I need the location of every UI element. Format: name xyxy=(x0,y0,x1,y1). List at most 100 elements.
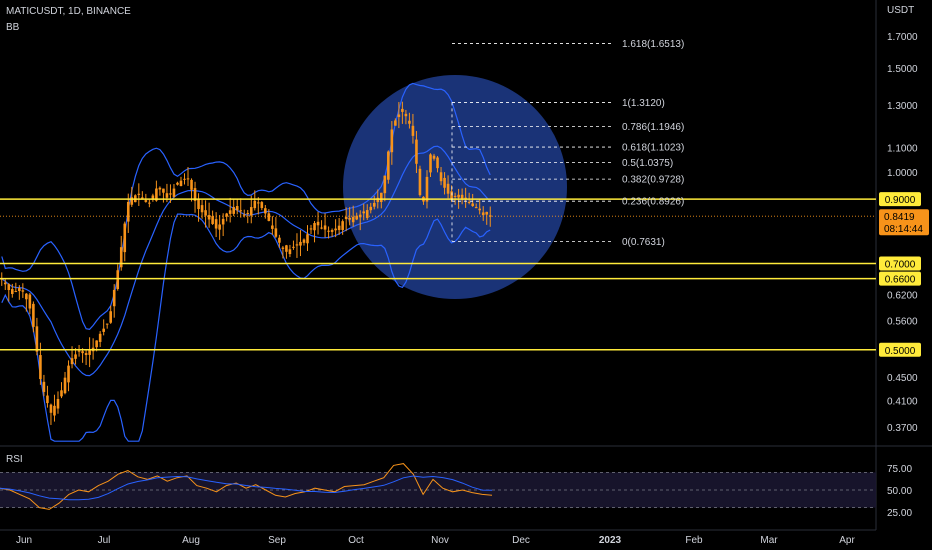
candle-body xyxy=(105,323,109,325)
candle-body xyxy=(474,207,478,209)
horizontal-level-label: 0.9000 xyxy=(885,195,916,206)
candle-body xyxy=(320,227,323,229)
rsi-label[interactable]: RSI xyxy=(6,454,23,465)
candle-body xyxy=(60,390,63,397)
candles xyxy=(0,101,492,425)
candle-body xyxy=(109,311,112,323)
candle-body xyxy=(394,120,397,126)
candle-body xyxy=(313,223,316,231)
candle-body xyxy=(387,151,390,180)
candle-body xyxy=(137,193,141,195)
candle-body xyxy=(443,177,446,188)
time-tick-label: Mar xyxy=(760,535,778,546)
price-unit: USDT xyxy=(887,5,915,16)
horizontal-level-label: 0.5000 xyxy=(885,346,916,357)
candle-body xyxy=(183,178,186,180)
time-tick-label: 2023 xyxy=(599,535,622,546)
candle-body xyxy=(271,225,274,229)
current-price-tag xyxy=(879,209,929,236)
candle-body xyxy=(467,201,471,204)
fibonacci-levels: 1.618(1.6513) 1(1.3120) 0.786(1.1946) 0.618… xyxy=(451,39,684,248)
candle-body xyxy=(432,155,436,159)
candle-body xyxy=(102,328,105,332)
fib-level-label: 1(1.3120) xyxy=(622,98,665,109)
candle-body xyxy=(211,216,214,224)
candle-body xyxy=(281,247,285,249)
candle-body xyxy=(141,197,144,199)
candle-body xyxy=(390,129,394,153)
candle-body xyxy=(88,349,91,355)
candle-body xyxy=(14,291,18,293)
bb-middle-line xyxy=(1,145,491,377)
candle-body xyxy=(11,289,14,294)
candle-body xyxy=(488,215,492,217)
price-tick-label: 1.7000 xyxy=(887,32,918,43)
candle-body xyxy=(344,216,348,220)
time-tick-label: Sep xyxy=(268,535,286,546)
candle-body xyxy=(232,207,235,214)
candle-body xyxy=(327,230,330,232)
candle-body xyxy=(179,180,183,186)
time-tick-label: Oct xyxy=(348,535,364,546)
candle-body xyxy=(285,245,288,252)
candle-body xyxy=(253,200,257,209)
candle-body xyxy=(355,215,358,220)
price-tick-label: 0.5600 xyxy=(887,317,918,328)
candle-body xyxy=(411,125,415,136)
candle-body xyxy=(365,210,369,218)
candle-body xyxy=(95,340,98,348)
candle-body xyxy=(249,207,253,216)
candle-body xyxy=(337,225,341,230)
fib-level-label: 0.5(1.0375) xyxy=(622,158,673,169)
fib-level-label: 0.382(0.9728) xyxy=(622,175,684,186)
candle-body xyxy=(239,210,243,212)
candle-body xyxy=(446,183,450,194)
candle-body xyxy=(81,351,84,354)
candle-body xyxy=(74,354,77,359)
time-tick-label: Aug xyxy=(182,535,200,546)
candle-body xyxy=(436,157,439,169)
candle-body xyxy=(380,192,383,203)
candle-body xyxy=(457,194,460,198)
candle-body xyxy=(299,241,302,246)
candle-body xyxy=(292,246,295,248)
candle-body xyxy=(32,303,35,327)
indicator-label[interactable]: BB xyxy=(6,22,20,33)
candle-body xyxy=(67,365,70,383)
candle-body xyxy=(348,217,351,220)
horizontal-level-tag xyxy=(879,256,921,271)
candle-body xyxy=(221,218,225,225)
candle-body xyxy=(98,333,102,342)
time-tick-label: Apr xyxy=(839,535,855,546)
bb-lower-line xyxy=(1,213,491,442)
candle-body xyxy=(56,399,60,409)
candle-body xyxy=(274,228,278,237)
candle-body xyxy=(84,353,88,356)
candle-body xyxy=(464,197,467,199)
candle-body xyxy=(28,294,32,309)
price-tick-label: 1.1000 xyxy=(887,144,918,155)
fib-level-label: 0(0.7631) xyxy=(622,237,665,248)
candle-body xyxy=(123,223,127,253)
bb-upper-line xyxy=(1,82,491,330)
candle-body xyxy=(429,154,432,173)
candle-body xyxy=(200,205,204,213)
candle-body xyxy=(460,194,464,199)
time-tick-label: Feb xyxy=(685,535,703,546)
candle-body xyxy=(77,350,81,352)
candle-body xyxy=(39,355,42,380)
candle-body xyxy=(155,188,158,201)
candle-body xyxy=(267,213,271,221)
candle-body xyxy=(235,206,239,211)
candle-body xyxy=(471,203,474,207)
horizontal-level-label: 0.7000 xyxy=(885,260,916,271)
candle-body xyxy=(306,234,309,244)
candle-body xyxy=(257,202,260,204)
candle-body xyxy=(330,230,334,232)
candle-body xyxy=(376,197,380,203)
candle-body xyxy=(397,114,401,117)
highlight-circle xyxy=(343,75,567,299)
candle-body xyxy=(162,188,165,193)
rsi-tick-label: 50.00 xyxy=(887,486,912,497)
